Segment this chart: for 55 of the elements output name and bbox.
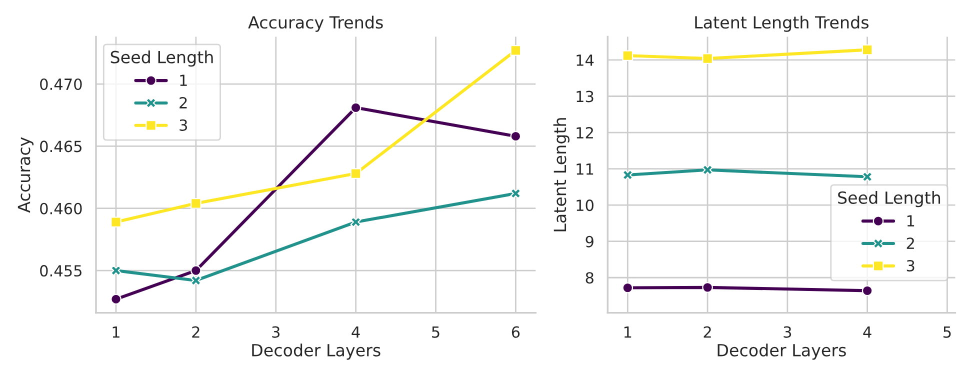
x-tick-label: 5 bbox=[944, 326, 951, 338]
point bbox=[510, 130, 522, 142]
legend-label: 1 bbox=[180, 74, 187, 86]
x-tick-label: 1 bbox=[624, 326, 632, 338]
y-tick-label: 12 bbox=[576, 126, 593, 138]
chart-title: Accuracy Trends bbox=[248, 16, 383, 32]
y-axis-title: Accuracy bbox=[18, 137, 34, 213]
y-tick-label: 8 bbox=[586, 272, 594, 284]
point bbox=[350, 216, 362, 228]
legend-label: 2 bbox=[906, 238, 914, 249]
y-tick-label: 9 bbox=[586, 236, 594, 248]
x-tick-label: 6 bbox=[512, 326, 520, 338]
x-tick-label: 3 bbox=[272, 326, 280, 338]
x-tick-label: 2 bbox=[704, 326, 711, 338]
point bbox=[702, 282, 713, 293]
x-tick-label: 1 bbox=[112, 326, 120, 338]
x-tick-label: 4 bbox=[863, 326, 872, 338]
legend-label: 3 bbox=[906, 260, 914, 272]
point bbox=[350, 102, 362, 114]
legend-title: Seed Length bbox=[110, 50, 213, 67]
x-tick-label: 4 bbox=[352, 326, 360, 338]
x-tick-label: 2 bbox=[192, 326, 200, 338]
point bbox=[190, 265, 202, 276]
y-tick-label: 0.470 bbox=[40, 78, 82, 90]
x-axis-title: Decoder Layers bbox=[252, 344, 380, 360]
legend-label: 2 bbox=[180, 96, 187, 108]
point bbox=[862, 285, 873, 296]
legend-label: 3 bbox=[180, 119, 188, 131]
y-tick-label: 0.465 bbox=[40, 140, 82, 152]
y-tick-label: 0.460 bbox=[40, 202, 82, 214]
y-tick-label: 0.455 bbox=[40, 265, 82, 277]
y-tick-label: 10 bbox=[576, 200, 594, 212]
x-tick-label: 3 bbox=[784, 326, 792, 338]
point bbox=[622, 50, 634, 62]
y-tick-label: 11 bbox=[576, 163, 594, 175]
x-tick-label: 5 bbox=[432, 326, 440, 338]
y-tick-label: 14 bbox=[576, 54, 594, 66]
x-axis-title: Decoder Layers bbox=[718, 344, 846, 360]
point bbox=[110, 265, 122, 276]
point bbox=[190, 275, 202, 286]
point bbox=[190, 198, 202, 209]
y-tick-label: 13 bbox=[576, 90, 594, 102]
point bbox=[350, 168, 362, 179]
point bbox=[622, 282, 634, 294]
point bbox=[702, 53, 713, 64]
point bbox=[510, 188, 522, 199]
point bbox=[510, 45, 522, 56]
y-axis-title: Latent Length bbox=[553, 118, 570, 232]
point bbox=[110, 216, 122, 228]
point bbox=[110, 294, 122, 305]
point bbox=[862, 44, 873, 56]
point bbox=[622, 170, 634, 180]
legend-label: 1 bbox=[907, 215, 914, 226]
chart-title: Latent Length Trends bbox=[695, 16, 868, 32]
legend-title: Seed Length bbox=[838, 191, 940, 208]
